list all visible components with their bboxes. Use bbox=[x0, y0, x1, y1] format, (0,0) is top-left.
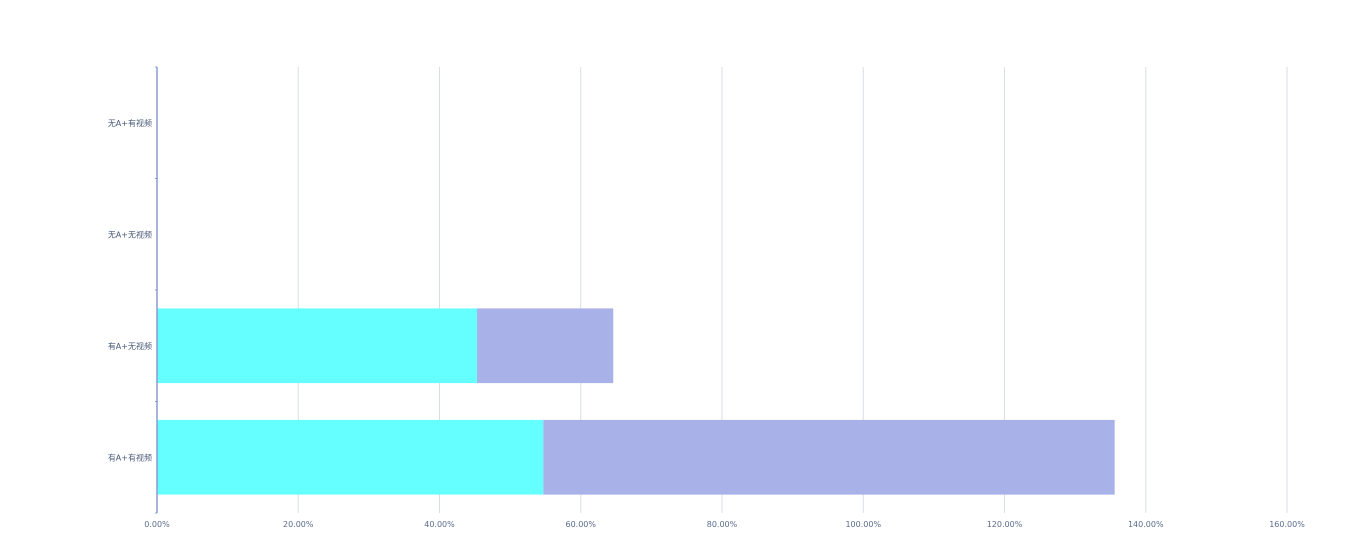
bars bbox=[157, 308, 1115, 495]
x-tick-label: 140.00% bbox=[1128, 520, 1164, 529]
y-category-label: 无A+有视频 bbox=[108, 118, 152, 128]
x-tick-label: 100.00% bbox=[845, 520, 881, 529]
axes bbox=[155, 66, 158, 514]
x-tick-label: 160.00% bbox=[1269, 520, 1305, 529]
bar-segment bbox=[157, 419, 544, 495]
bar-segment bbox=[476, 308, 614, 384]
bar-segment bbox=[543, 419, 1115, 495]
grid-lines bbox=[297, 67, 1288, 513]
x-tick-label: 0.00% bbox=[144, 520, 170, 529]
y-category-label: 有A+无视频 bbox=[108, 341, 152, 351]
labels: 0.00% 20.00% 40.00% 60.00% 80.00% 100.00% 120.… bbox=[108, 118, 1305, 529]
bar-segment bbox=[157, 308, 477, 384]
y-category-label: 无A+无视频 bbox=[108, 229, 152, 239]
y-category-label: 有A+有视频 bbox=[108, 452, 152, 462]
x-tick-label: 60.00% bbox=[565, 520, 596, 529]
x-tick-label: 120.00% bbox=[987, 520, 1023, 529]
x-tick-label: 80.00% bbox=[707, 520, 738, 529]
x-tick-label: 20.00% bbox=[283, 520, 314, 529]
x-tick-label: 40.00% bbox=[424, 520, 455, 529]
